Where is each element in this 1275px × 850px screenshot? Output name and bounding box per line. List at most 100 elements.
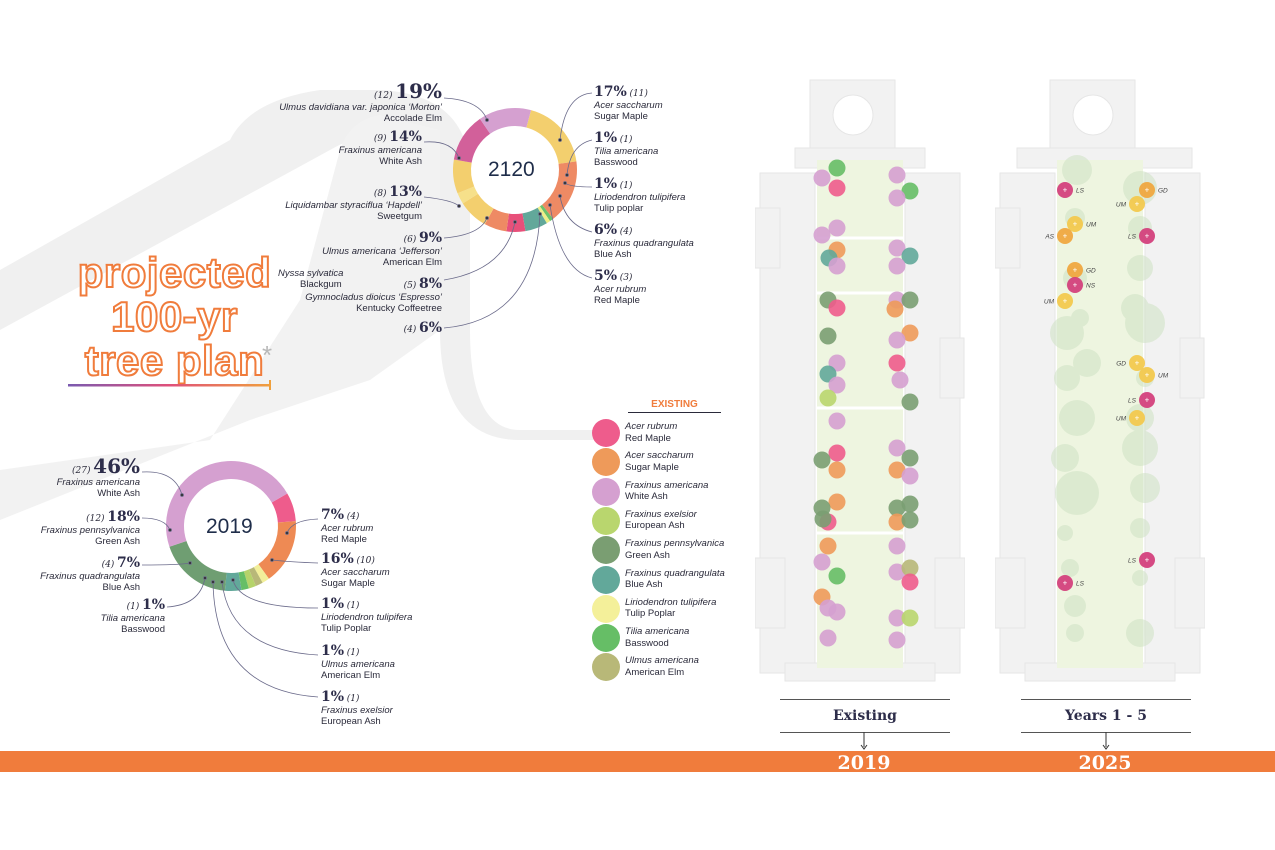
plus-icon: + bbox=[1063, 232, 1068, 241]
legend-common-name: Sugar Maple bbox=[625, 461, 679, 473]
donut-slice bbox=[539, 204, 554, 222]
legend-label: Acer saccharum Sugar Maple bbox=[625, 450, 765, 473]
tree-marker bbox=[901, 467, 919, 485]
species-code-label: UM bbox=[1116, 202, 1127, 209]
species-code-label: GD bbox=[1158, 188, 1168, 195]
donut-slice bbox=[238, 571, 249, 591]
tree-marker bbox=[888, 239, 906, 257]
tree-marker bbox=[828, 603, 846, 621]
legend-common-name: American Elm bbox=[625, 666, 685, 678]
plus-icon: + bbox=[1135, 359, 1140, 368]
planned-tree-marker bbox=[1139, 228, 1155, 244]
species-code-label: UM bbox=[1044, 299, 1055, 306]
plus-icon: + bbox=[1063, 186, 1068, 195]
legend-swatch bbox=[592, 565, 620, 594]
species-code-label: UM bbox=[1158, 373, 1169, 380]
site-plan-existing bbox=[755, 79, 965, 682]
tree-marker bbox=[828, 299, 846, 317]
planned-tree-marker bbox=[1067, 277, 1083, 293]
legend-common-name: Blue Ash bbox=[625, 579, 663, 590]
tree-marker bbox=[888, 331, 906, 349]
donut-slice bbox=[169, 541, 227, 591]
tree-marker bbox=[828, 219, 846, 237]
label-2120-tulip-poplar: 1% (1) Liriodendron tulipifera Tulip popl… bbox=[594, 176, 686, 214]
tree-marker bbox=[819, 629, 837, 647]
legend-scientific-name: Acer rubrum bbox=[625, 421, 678, 432]
tree-marker bbox=[814, 510, 832, 528]
tree-marker bbox=[888, 563, 906, 581]
legend-common-name: Green Ash bbox=[625, 549, 670, 561]
tree-marker bbox=[828, 444, 846, 462]
tree-marker bbox=[888, 513, 906, 531]
donut-slice bbox=[258, 521, 296, 579]
donut-2019-center-label: 2019 bbox=[206, 515, 253, 538]
tree-marker bbox=[901, 449, 919, 467]
planned-tree-marker bbox=[1067, 216, 1083, 232]
donut-slice bbox=[537, 206, 551, 224]
phase-connectors bbox=[860, 732, 1110, 750]
phase-label-years-1-5: Years 1 - 5 bbox=[1021, 699, 1191, 733]
legend-title: EXISTING bbox=[628, 399, 721, 413]
legend-swatch bbox=[592, 419, 620, 447]
plus-icon: + bbox=[1073, 220, 1078, 229]
tree-marker bbox=[828, 567, 846, 585]
legend-swatch bbox=[592, 536, 620, 565]
tree-marker bbox=[819, 327, 837, 345]
plus-icon: + bbox=[1135, 414, 1140, 423]
legend-label: Liriodendron tulipifera Tulip Poplar bbox=[625, 597, 765, 620]
title-underline bbox=[68, 380, 271, 390]
title-line-3: tree plan bbox=[84, 337, 265, 384]
tree-marker bbox=[901, 182, 919, 200]
plus-icon: + bbox=[1135, 200, 1140, 209]
tree-marker bbox=[819, 389, 837, 407]
species-code-label: GD bbox=[1086, 268, 1096, 275]
species-code-label: UM bbox=[1116, 416, 1127, 423]
label-2120-kentucky-coffeetree: (5) 8% Gymnocladus dioicus ‘Espresso’ Ken… bbox=[305, 276, 442, 314]
label-2120-six-percent: (4) 6% bbox=[403, 320, 442, 336]
tree-marker bbox=[891, 371, 909, 389]
label-2120-basswood: 1% (1) Tilia americana Basswood bbox=[594, 130, 659, 168]
species-code-label: GD bbox=[1116, 361, 1126, 368]
planned-tree-marker bbox=[1057, 575, 1073, 591]
tree-marker bbox=[888, 257, 906, 275]
legend-label: Tilia americana Basswood bbox=[625, 626, 765, 649]
legend-scientific-name: Fraxinus pennsylvanica bbox=[625, 538, 725, 550]
label-2120-sweetgum: (8) 13% Liquidambar styraciflua ‘Hapdell… bbox=[285, 184, 422, 222]
plus-icon: + bbox=[1145, 371, 1150, 380]
plus-icon: + bbox=[1063, 297, 1068, 306]
tree-marker bbox=[888, 537, 906, 555]
tree-marker bbox=[819, 537, 837, 555]
donut-slice bbox=[253, 564, 269, 583]
title-line-2: 100-yr bbox=[110, 293, 238, 340]
legend-scientific-name: Fraxinus americana bbox=[625, 479, 709, 491]
label-2120-white-ash: (9) 14% Fraxinus americana White Ash bbox=[338, 129, 422, 167]
label-2019-basswood: (1) 1% Tilia americana Basswood bbox=[100, 597, 165, 635]
tree-marker bbox=[901, 559, 919, 577]
title-line-1: projected bbox=[77, 249, 272, 296]
planned-tree-marker bbox=[1129, 355, 1145, 371]
donut-slice bbox=[479, 108, 532, 134]
label-2120-blackgum: Nyssa sylvatica Blackgum bbox=[278, 268, 344, 290]
year-label-2019: 2019 bbox=[837, 752, 891, 774]
legend-label: Fraxinus americana White Ash bbox=[625, 480, 765, 503]
phase-label-existing: Existing bbox=[780, 699, 950, 733]
species-code-label: LS bbox=[1076, 188, 1085, 195]
donut-slice bbox=[243, 569, 256, 589]
species-code-label: UM bbox=[1086, 222, 1097, 229]
legend-common-name: Red Maple bbox=[625, 432, 671, 444]
legend-scientific-name: Fraxinus exelsior bbox=[625, 508, 697, 520]
legend-label: Fraxinus exelsior European Ash bbox=[625, 509, 765, 532]
tree-marker bbox=[813, 553, 831, 571]
tree-marker bbox=[813, 169, 831, 187]
legend-swatch bbox=[592, 448, 620, 477]
donut-slice bbox=[248, 567, 263, 587]
plus-icon: + bbox=[1073, 281, 1078, 290]
legend-scientific-name: Acer saccharum bbox=[625, 450, 694, 462]
label-2120-blue-ash: 6% (4) Fraxinus quadrangulata Blue Ash bbox=[594, 222, 694, 260]
tree-marker bbox=[828, 257, 846, 275]
planned-tree-marker bbox=[1057, 293, 1073, 309]
legend-swatch bbox=[592, 624, 620, 653]
donut-slice bbox=[526, 110, 577, 164]
